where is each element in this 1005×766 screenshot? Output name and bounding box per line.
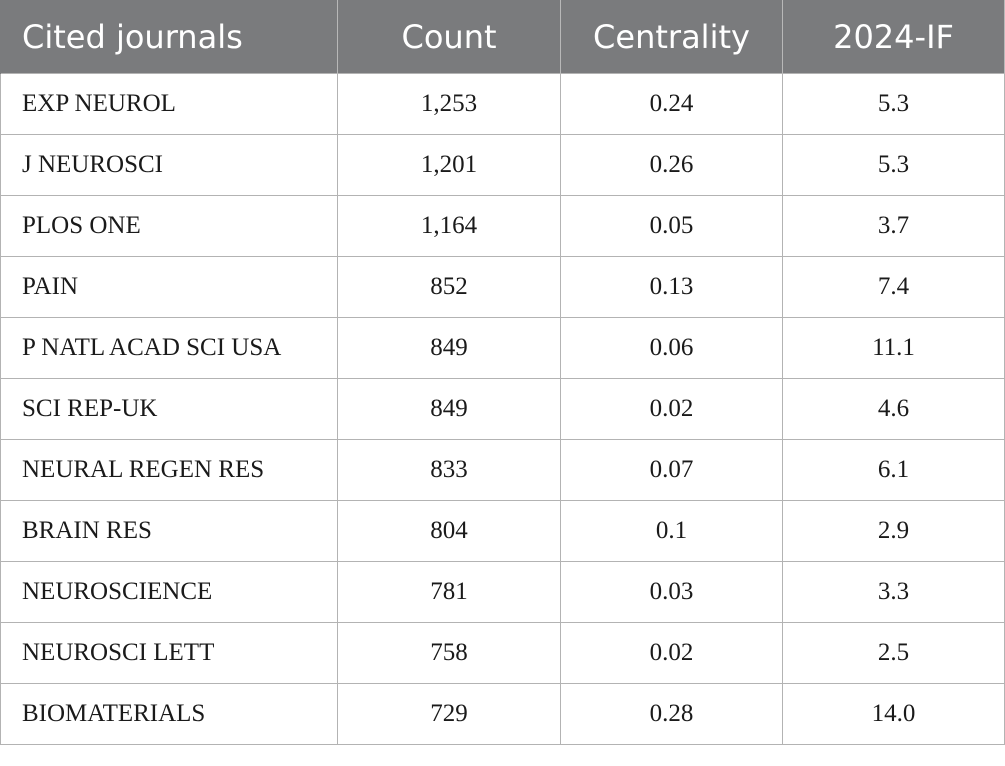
impact-factor-cell: 5.3: [782, 73, 1005, 135]
impact-factor-cell: 2.9: [782, 500, 1005, 562]
table-row: PLOS ONE 1,164 0.05 3.7: [0, 195, 1005, 257]
header-count: Count: [337, 0, 561, 74]
journal-name-cell: J NEUROSCI: [0, 134, 338, 196]
centrality-cell: 0.07: [560, 439, 783, 501]
count-cell: 849: [337, 317, 561, 379]
journal-name-cell: P NATL ACAD SCI USA: [0, 317, 338, 379]
count-cell: 1,201: [337, 134, 561, 196]
table-row: NEURAL REGEN RES 833 0.07 6.1: [0, 439, 1005, 501]
centrality-cell: 0.1: [560, 500, 783, 562]
table-row: NEUROSCI LETT 758 0.02 2.5: [0, 622, 1005, 684]
journal-name-cell: SCI REP-UK: [0, 378, 338, 440]
header-centrality: Centrality: [560, 0, 783, 74]
table-row: SCI REP-UK 849 0.02 4.6: [0, 378, 1005, 440]
count-cell: 781: [337, 561, 561, 623]
centrality-cell: 0.03: [560, 561, 783, 623]
journal-name-cell: PAIN: [0, 256, 338, 318]
journal-name-cell: BIOMATERIALS: [0, 683, 338, 745]
impact-factor-cell: 4.6: [782, 378, 1005, 440]
table-row: BRAIN RES 804 0.1 2.9: [0, 500, 1005, 562]
impact-factor-cell: 6.1: [782, 439, 1005, 501]
count-cell: 1,164: [337, 195, 561, 257]
journal-name-cell: NEURAL REGEN RES: [0, 439, 338, 501]
count-cell: 729: [337, 683, 561, 745]
centrality-cell: 0.28: [560, 683, 783, 745]
table-body: EXP NEUROL 1,253 0.24 5.3 J NEUROSCI 1,2…: [0, 73, 1005, 745]
table-row: P NATL ACAD SCI USA 849 0.06 11.1: [0, 317, 1005, 379]
centrality-cell: 0.05: [560, 195, 783, 257]
cited-journals-table: Cited journals Count Centrality 2024-IF …: [0, 0, 1005, 745]
impact-factor-cell: 5.3: [782, 134, 1005, 196]
impact-factor-cell: 3.7: [782, 195, 1005, 257]
impact-factor-cell: 7.4: [782, 256, 1005, 318]
count-cell: 852: [337, 256, 561, 318]
count-cell: 758: [337, 622, 561, 684]
centrality-cell: 0.06: [560, 317, 783, 379]
journal-name-cell: NEUROSCI LETT: [0, 622, 338, 684]
impact-factor-cell: 2.5: [782, 622, 1005, 684]
count-cell: 833: [337, 439, 561, 501]
centrality-cell: 0.13: [560, 256, 783, 318]
journal-name-cell: EXP NEUROL: [0, 73, 338, 135]
centrality-cell: 0.24: [560, 73, 783, 135]
header-cited-journals: Cited journals: [0, 0, 338, 74]
journal-name-cell: PLOS ONE: [0, 195, 338, 257]
table-row: EXP NEUROL 1,253 0.24 5.3: [0, 73, 1005, 135]
header-impact-factor: 2024-IF: [782, 0, 1005, 74]
impact-factor-cell: 14.0: [782, 683, 1005, 745]
journal-name-cell: BRAIN RES: [0, 500, 338, 562]
table-row: J NEUROSCI 1,201 0.26 5.3: [0, 134, 1005, 196]
centrality-cell: 0.26: [560, 134, 783, 196]
table-header: Cited journals Count Centrality 2024-IF: [0, 0, 1005, 74]
count-cell: 804: [337, 500, 561, 562]
count-cell: 849: [337, 378, 561, 440]
count-cell: 1,253: [337, 73, 561, 135]
impact-factor-cell: 11.1: [782, 317, 1005, 379]
impact-factor-cell: 3.3: [782, 561, 1005, 623]
table-row: NEUROSCIENCE 781 0.03 3.3: [0, 561, 1005, 623]
header-row: Cited journals Count Centrality 2024-IF: [0, 0, 1005, 74]
table-row: PAIN 852 0.13 7.4: [0, 256, 1005, 318]
table-row: BIOMATERIALS 729 0.28 14.0: [0, 683, 1005, 745]
centrality-cell: 0.02: [560, 378, 783, 440]
centrality-cell: 0.02: [560, 622, 783, 684]
journal-name-cell: NEUROSCIENCE: [0, 561, 338, 623]
